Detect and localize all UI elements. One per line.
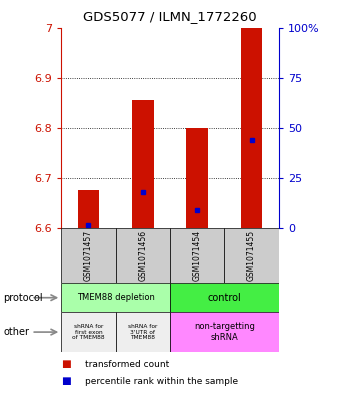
Text: transformed count: transformed count: [85, 360, 169, 369]
Bar: [170, 312, 279, 352]
Bar: [170, 283, 279, 312]
Text: other: other: [3, 327, 29, 337]
Bar: [78, 190, 99, 228]
Text: GSM1071455: GSM1071455: [247, 230, 256, 281]
Bar: [116, 312, 170, 352]
Bar: [116, 228, 170, 283]
Bar: [61, 228, 116, 283]
Text: control: control: [207, 293, 241, 303]
Text: TMEM88 depletion: TMEM88 depletion: [76, 293, 155, 302]
Bar: [241, 28, 262, 228]
Text: shRNA for
3'UTR of
TMEM88: shRNA for 3'UTR of TMEM88: [128, 324, 157, 340]
Text: GSM1071457: GSM1071457: [84, 230, 93, 281]
Text: GSM1071456: GSM1071456: [138, 230, 147, 281]
Text: ■: ■: [61, 376, 71, 386]
Bar: [61, 283, 170, 312]
Bar: [224, 228, 279, 283]
Bar: [186, 128, 208, 228]
Text: shRNA for
first exon
of TMEM88: shRNA for first exon of TMEM88: [72, 324, 105, 340]
Bar: [132, 100, 154, 228]
Bar: [170, 228, 224, 283]
Text: protocol: protocol: [3, 293, 43, 303]
Bar: [61, 312, 116, 352]
Text: ■: ■: [61, 359, 71, 369]
Text: GDS5077 / ILMN_1772260: GDS5077 / ILMN_1772260: [83, 10, 257, 23]
Text: percentile rank within the sample: percentile rank within the sample: [85, 377, 238, 386]
Text: non-targetting
shRNA: non-targetting shRNA: [194, 322, 255, 342]
Text: GSM1071454: GSM1071454: [193, 230, 202, 281]
